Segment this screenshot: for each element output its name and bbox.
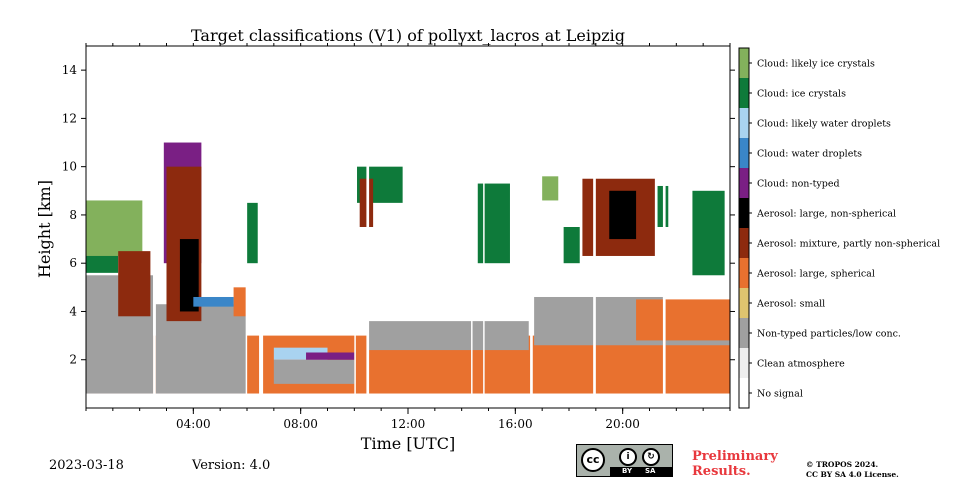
class-region-12 [179, 239, 199, 312]
legend-swatch [739, 48, 749, 78]
legend-swatch [739, 378, 749, 408]
legend-label: Cloud: water droplets [757, 149, 862, 160]
attribution-icon: i [619, 448, 637, 466]
preliminary-line-1: Preliminary [692, 449, 778, 464]
y-tick-label: 10 [62, 160, 77, 174]
legend-label: Cloud: ice crystals [757, 89, 846, 100]
legend-swatch [739, 258, 749, 288]
version-label: Version: 4.0 [192, 458, 271, 473]
legend-label: Cloud: likely ice crystals [757, 59, 875, 70]
copyright-line-1: © TROPOS 2024. [806, 460, 879, 469]
class-region-8 [86, 200, 143, 256]
legend-swatch [739, 288, 749, 318]
no-signal-gap-5 [471, 46, 473, 408]
class-region-3 [273, 359, 355, 384]
no-signal-gap-8 [593, 46, 596, 408]
y-axis: 2 4 6 8 10 12 14 [62, 63, 735, 367]
chart-title: Target classifications (V1) of pollyxt_l… [191, 26, 625, 45]
class-region-18 [563, 227, 580, 264]
preliminary-line-2: Results. [692, 464, 751, 479]
no-signal-gap-4 [366, 46, 370, 408]
legend-swatch [739, 78, 749, 108]
class-region-22 [692, 190, 725, 276]
legend-label: Aerosol: large, non-spherical [756, 209, 896, 220]
y-tick-label: 8 [69, 208, 77, 222]
class-region-24 [233, 287, 247, 317]
cc-sa-label: SA [645, 467, 656, 475]
legend-swatch [739, 138, 749, 168]
no-signal-gap-3 [354, 46, 356, 408]
class-region-20 [609, 190, 637, 240]
legend-swatch [739, 168, 749, 198]
legend-label: Clean atmosphere [757, 359, 845, 370]
legend-label: Cloud: likely water droplets [757, 119, 891, 130]
class-region-17 [542, 176, 559, 201]
legend-swatch [739, 198, 749, 228]
no-signal-gap-1 [245, 46, 248, 408]
legend-swatch [739, 228, 749, 258]
x-tick-label: 20:00 [605, 417, 640, 431]
y-axis-label: Height [km] [35, 180, 54, 278]
class-region-27 [306, 352, 355, 360]
cc-icon: cc [581, 448, 605, 472]
share-alike-icon: ↻ [642, 448, 660, 466]
x-tick-label: 12:00 [391, 417, 426, 431]
legend-label: Aerosol: large, spherical [756, 269, 875, 280]
no-signal-gap-9 [662, 46, 666, 408]
class-region-21 [657, 185, 669, 227]
class-region-23 [636, 299, 730, 341]
class-region-13 [247, 202, 258, 264]
no-signal-gap-6 [483, 46, 485, 408]
legend-swatch [739, 108, 749, 138]
cc-badge-strip: BY SA [610, 467, 672, 476]
legend-label: Aerosol: small [756, 299, 825, 310]
no-signal-gap-7 [530, 46, 533, 408]
legend-label: No signal [757, 389, 803, 400]
x-tick-label: 04:00 [176, 417, 211, 431]
y-tick-label: 2 [69, 353, 77, 367]
no-signal-gap-0 [153, 46, 156, 408]
copyright-notice: © TROPOS 2024. CC BY SA 4.0 License. [806, 460, 899, 480]
no-signal-gap-2 [259, 46, 264, 408]
legend-colorbar: No signal Clean atmosphere Non-typed parti… [738, 47, 940, 409]
legend-swatch [739, 318, 749, 348]
x-tick-label: 16:00 [498, 417, 533, 431]
date-label: 2023-03-18 [49, 458, 124, 473]
class-region-25 [193, 296, 234, 307]
legend-label: Non-typed particles/low conc. [757, 329, 901, 340]
legend-label: Aerosol: mixture, partly non-spherical [756, 239, 940, 250]
copyright-line-2: CC BY SA 4.0 License. [806, 470, 899, 479]
plot-area [86, 46, 730, 408]
legend-label: Cloud: non-typed [757, 179, 840, 190]
class-region-9 [118, 251, 151, 317]
x-axis: 04:00 08:00 12:00 16:00 20:00 [85, 43, 731, 431]
legend-swatch [739, 348, 749, 378]
y-tick-label: 12 [62, 111, 77, 125]
class-region-4 [367, 321, 529, 351]
x-axis-label: Time [UTC] [361, 434, 455, 453]
class-region-16 [477, 183, 510, 264]
preliminary-notice: Preliminary Results. [692, 449, 778, 479]
legend-frame [738, 47, 750, 409]
y-tick-label: 6 [69, 256, 77, 270]
y-tick-label: 4 [69, 304, 77, 318]
cc-license-badge: cc i ↻ BY SA [576, 444, 673, 477]
x-tick-label: 08:00 [283, 417, 318, 431]
y-tick-label: 14 [62, 63, 78, 77]
cc-by-label: BY [622, 467, 633, 475]
